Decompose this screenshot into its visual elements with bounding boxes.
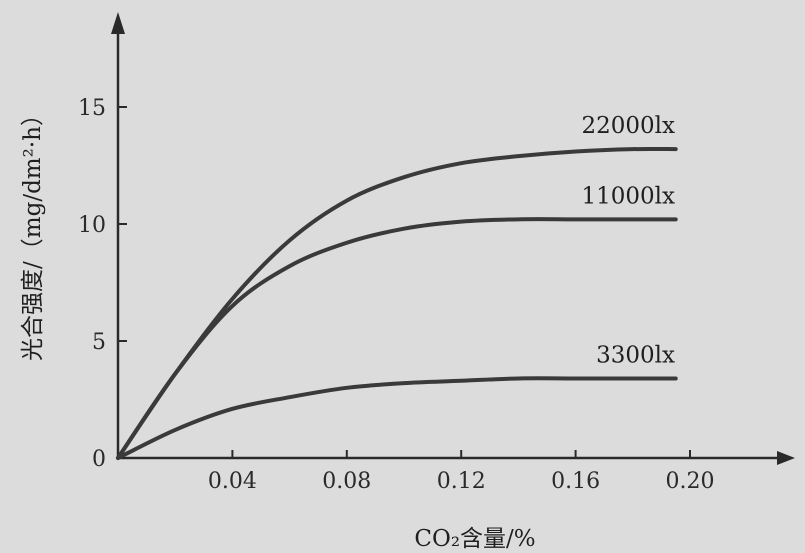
series-label: 22000lx [582,113,676,139]
x-axis-title: CO₂含量/% [414,526,535,552]
x-tick-label: 0.16 [551,469,600,494]
y-tick-label: 0 [92,447,106,472]
y-tick-label: 10 [78,213,106,238]
axes: 0.04 0.08 0.12 0.16 0.20 0 5 10 15 [78,12,795,494]
x-tick-label: 0.12 [437,469,486,494]
series-label: 11000lx [582,183,676,209]
series-line [116,376,678,460]
y-axis-title: 光合强度/（mg/dm²·h） [20,103,46,361]
x-axis-arrow [777,451,795,465]
y-axis-arrow [111,12,125,34]
series-label: 3300lx [596,342,675,368]
x-tick-label: 0.04 [208,469,257,494]
x-tick-label: 0.08 [322,469,371,494]
series-lines [116,146,678,460]
y-tick-label: 15 [78,96,106,121]
x-tick-label: 0.20 [666,469,715,494]
series-labels: 22000lx 11000lx 3300lx [582,113,676,368]
y-tick-label: 5 [92,330,106,355]
series-line [116,217,678,460]
